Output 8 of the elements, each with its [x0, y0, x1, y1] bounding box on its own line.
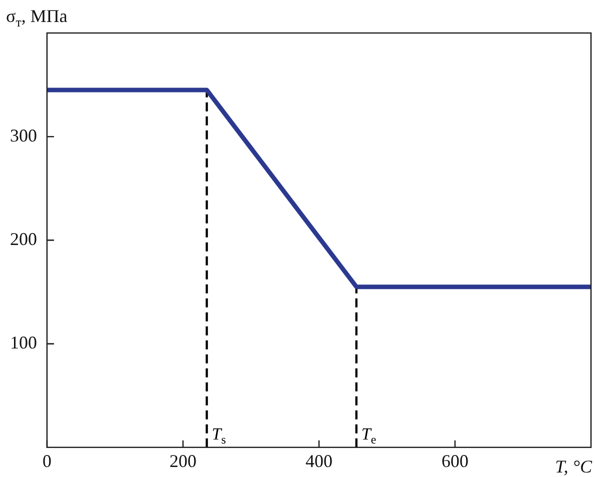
y-tick-label: 100 [10, 332, 37, 353]
x-tick-label: 600 [442, 450, 468, 471]
y-tick-label: 200 [10, 228, 37, 249]
y-tick-label: 300 [10, 125, 37, 146]
x-axis-title: T, °C [555, 456, 593, 476]
x-tick-label: 0 [42, 450, 52, 471]
x-tick-label: 400 [306, 450, 332, 471]
x-tick-label: 200 [170, 450, 196, 471]
